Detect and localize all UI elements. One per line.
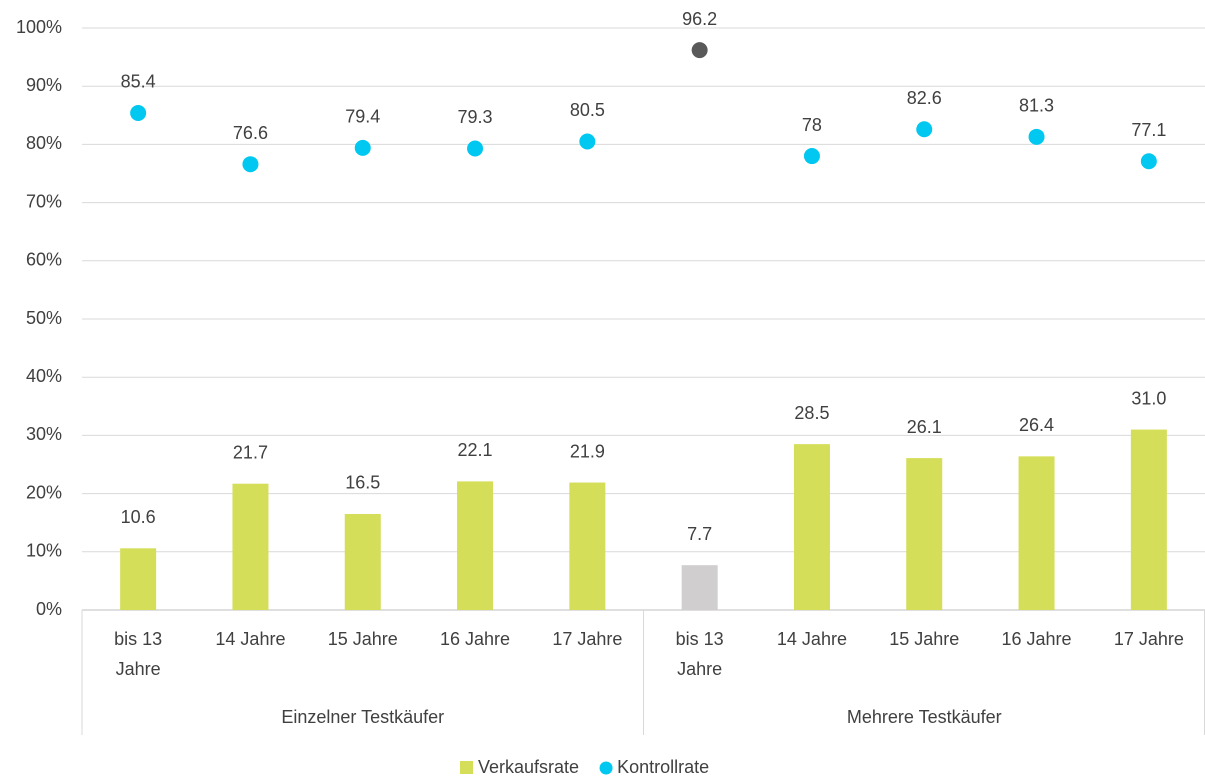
- data-label: 31.0: [1131, 388, 1166, 408]
- data-label: 80.5: [570, 100, 605, 120]
- bar: [906, 458, 943, 610]
- bar: [457, 481, 494, 610]
- bar: [793, 444, 830, 610]
- bar: [681, 565, 718, 610]
- data-label: 79.3: [458, 107, 493, 127]
- data-label: 16.5: [345, 473, 380, 493]
- data-label: 78: [802, 115, 822, 135]
- y-tick-label: 100%: [16, 17, 62, 37]
- data-label: 96.2: [682, 9, 717, 29]
- data-label: 10.6: [121, 507, 156, 527]
- x-tick-label: 17 Jahre: [1114, 629, 1184, 649]
- y-tick-label: 70%: [26, 191, 62, 211]
- x-tick-label: 15 Jahre: [328, 629, 398, 649]
- x-tick-label: bis 13 Jahre: [676, 629, 724, 679]
- dot: [1140, 153, 1157, 170]
- data-label: 7.7: [687, 524, 712, 544]
- legend-label: Verkaufsrate: [478, 757, 579, 777]
- dot: [354, 139, 371, 156]
- x-tick-label: 14 Jahre: [777, 629, 847, 649]
- y-tick-label: 60%: [26, 250, 62, 270]
- bar: [1130, 429, 1167, 610]
- group-label: Mehrere Testkäufer: [847, 707, 1002, 727]
- bar: [120, 548, 157, 610]
- x-tick-label: bis 13 Jahre: [114, 629, 162, 679]
- group-label: Einzelner Testkäufer: [281, 707, 444, 727]
- data-label: 28.5: [794, 403, 829, 423]
- x-tick-label: 14 Jahre: [215, 629, 285, 649]
- dot: [1028, 128, 1045, 145]
- x-tick-label: 16 Jahre: [440, 629, 510, 649]
- data-label: 22.1: [458, 440, 493, 460]
- data-label: 21.7: [233, 442, 268, 462]
- y-tick-label: 10%: [26, 541, 62, 561]
- legend-swatch: [599, 761, 613, 775]
- data-label: 77.1: [1131, 120, 1166, 140]
- y-tick-label: 20%: [26, 482, 62, 502]
- data-label: 82.6: [907, 88, 942, 108]
- dot: [579, 133, 596, 150]
- bar: [569, 482, 606, 610]
- data-label: 76.6: [233, 123, 268, 143]
- data-label: 79.4: [345, 107, 380, 127]
- legend-label: Kontrollrate: [617, 757, 709, 777]
- y-tick-label: 0%: [36, 599, 62, 619]
- data-label: 26.4: [1019, 415, 1054, 435]
- x-tick-label: 15 Jahre: [889, 629, 959, 649]
- dot: [467, 140, 484, 157]
- dot: [691, 42, 708, 59]
- dot: [803, 148, 820, 165]
- bar: [1018, 456, 1055, 610]
- x-tick-label: 16 Jahre: [1002, 629, 1072, 649]
- x-tick-label: 17 Jahre: [552, 629, 622, 649]
- bar: [344, 513, 381, 610]
- dot: [242, 156, 259, 173]
- y-tick-label: 40%: [26, 366, 62, 386]
- y-tick-label: 90%: [26, 75, 62, 95]
- data-label: 26.1: [907, 417, 942, 437]
- legend-swatch: [460, 761, 473, 774]
- dot: [916, 121, 933, 138]
- bar: [232, 483, 269, 610]
- data-label: 81.3: [1019, 96, 1054, 116]
- y-tick-label: 80%: [26, 133, 62, 153]
- data-label: 21.9: [570, 441, 605, 461]
- y-tick-label: 50%: [26, 308, 62, 328]
- data-label: 85.4: [121, 72, 156, 92]
- y-tick-label: 30%: [26, 424, 62, 444]
- dot: [130, 104, 147, 121]
